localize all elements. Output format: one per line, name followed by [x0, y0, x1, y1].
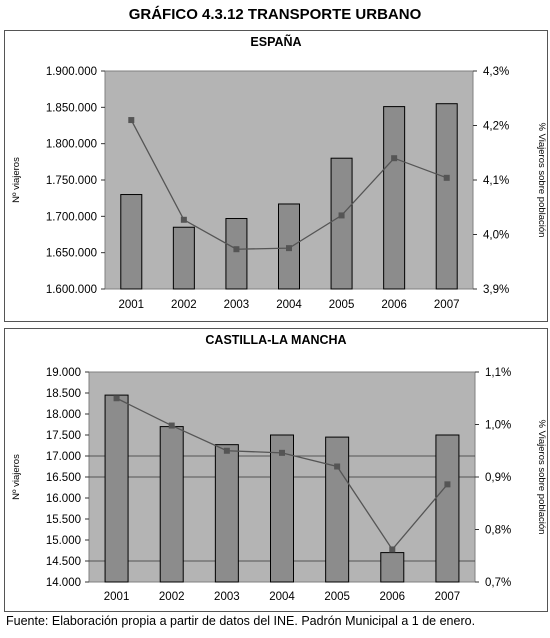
bar	[172, 226, 195, 290]
line-point	[444, 481, 451, 488]
bar	[270, 434, 294, 583]
x-tick-label: 2002	[159, 591, 185, 603]
bar	[330, 157, 353, 290]
line-point	[279, 449, 285, 456]
bar	[104, 394, 129, 583]
bar	[120, 194, 143, 290]
y-tick-label: 16.500	[46, 472, 81, 484]
x-tick-label: 2005	[324, 591, 350, 603]
y-tick-label: 15.000	[46, 535, 81, 547]
y-tick-label: 1.900.000	[46, 66, 97, 78]
bar	[159, 426, 184, 583]
y-tick-label: 17.000	[46, 451, 81, 463]
chart-title: ESPAÑA	[250, 34, 301, 49]
page-title: GRÁFICO 4.3.12 TRANSPORTE URBANO	[128, 6, 422, 23]
x-tick-label: 2001	[104, 591, 130, 603]
y2-tick-label: 1,0%	[485, 420, 511, 432]
x-tick-label: 2007	[434, 299, 460, 311]
y-tick-label: 19.000	[46, 367, 81, 379]
y-tick-label: 14.000	[46, 577, 81, 589]
y-tick-label: 15.500	[46, 514, 81, 526]
line-point	[223, 447, 230, 454]
y2-tick-label: 4,3%	[483, 66, 509, 78]
y2-tick-label: 4,1%	[483, 175, 509, 187]
y-tick-label: 1.650.000	[46, 248, 97, 260]
y-tick-label: 18.000	[46, 409, 81, 421]
chart-panel-castilla-la-mancha: CASTILLA-LA MANCHA 14.000 14.500 15.000 15.5…	[4, 328, 548, 612]
line-point	[113, 395, 120, 402]
bar	[225, 218, 248, 290]
y-tick-label: 1.700.000	[46, 211, 97, 223]
bar	[383, 106, 406, 290]
y2-axis-label: % Viajeros sobre población	[536, 123, 547, 238]
line-point	[338, 212, 345, 219]
chart-castilla-la-mancha: CASTILLA-LA MANCHA 14.000 14.500 15.000 15.5…	[11, 333, 547, 603]
bar	[325, 436, 350, 583]
bar	[380, 552, 405, 583]
x-tick-label: 2002	[171, 299, 197, 311]
x-tick-label: 2003	[214, 591, 240, 603]
line-point	[389, 546, 396, 553]
x-tick-label: 2005	[329, 299, 355, 311]
y2-tick-label: 4,0%	[483, 230, 509, 242]
y-tick-label: 1.600.000	[46, 284, 97, 296]
y2-tick-label: 0,9%	[485, 472, 511, 484]
bar	[435, 103, 458, 290]
source-note: Fuente: Elaboración propia a partir de d…	[6, 614, 476, 628]
line-point	[286, 245, 292, 252]
line-point	[391, 155, 398, 162]
x-tick-label: 2007	[435, 591, 461, 603]
bar	[214, 444, 239, 583]
y-tick-label: 14.500	[46, 556, 81, 568]
y2-tick-label: 1,1%	[485, 367, 511, 379]
line-point	[334, 463, 341, 470]
line-point	[233, 246, 240, 253]
x-tick-label: 2004	[269, 591, 295, 603]
x-tick-label: 2004	[276, 299, 302, 311]
bar	[435, 434, 460, 583]
y2-axis-label: % Viajeros sobre población	[536, 420, 547, 535]
x-tick-label: 2003	[224, 299, 250, 311]
x-tick-label: 2006	[381, 299, 407, 311]
y-tick-label: 18.500	[46, 388, 81, 400]
y-axis-label: Nº viajeros	[11, 454, 22, 500]
y2-tick-label: 0,8%	[485, 525, 511, 537]
x-tick-label: 2001	[118, 299, 144, 311]
line-point	[168, 422, 175, 429]
y2-tick-label: 3,9%	[483, 284, 509, 296]
line-point	[180, 216, 187, 223]
x-tick-label: 2006	[379, 591, 405, 603]
y-tick-label: 1.800.000	[46, 139, 97, 151]
y-tick-label: 1.850.000	[46, 102, 97, 114]
chart-espana: ESPAÑA 1.600.000 1.650.000 1.700.000 1.750.0…	[11, 34, 547, 311]
line-point	[128, 117, 135, 124]
y-axis-label: Nº viajeros	[11, 157, 22, 203]
chart-panel-espana: ESPAÑA 1.600.000 1.650.000 1.700.000 1.750.0…	[4, 30, 548, 322]
y2-tick-label: 0,7%	[485, 577, 511, 589]
y-tick-label: 16.000	[46, 493, 81, 505]
y2-tick-label: 4,2%	[483, 121, 509, 133]
y-tick-label: 1.750.000	[46, 175, 97, 187]
line-point	[443, 174, 450, 181]
chart-title: CASTILLA-LA MANCHA	[205, 333, 346, 347]
y-tick-label: 17.500	[46, 430, 81, 442]
